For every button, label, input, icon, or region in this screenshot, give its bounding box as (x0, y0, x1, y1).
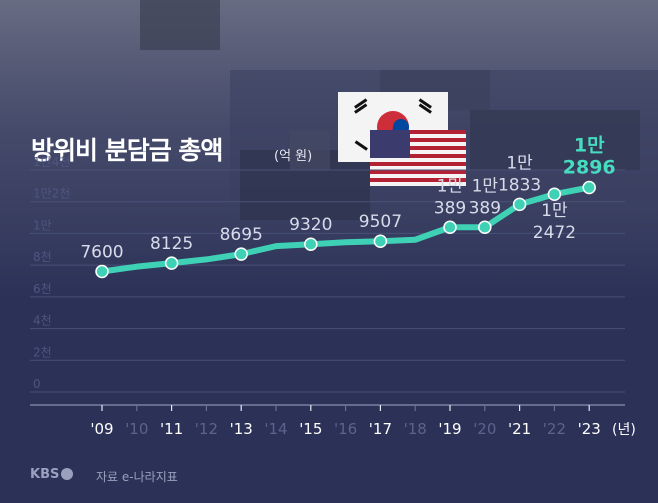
x-tick-label: '16 (334, 420, 357, 438)
x-tick-label: '19 (438, 420, 461, 438)
x-tick-label: '09 (90, 420, 113, 438)
data-label: 7600 (80, 242, 123, 262)
kbs-logo: KBS (30, 467, 74, 482)
data-point (234, 247, 248, 261)
x-tick-label: '18 (404, 420, 427, 438)
data-point (582, 180, 596, 195)
x-tick-label: '12 (195, 420, 218, 438)
data-label: 9320 (289, 215, 332, 235)
data-point (95, 264, 109, 279)
data-label: 1만 (437, 176, 464, 196)
series-line (99, 184, 593, 275)
data-point (478, 220, 492, 235)
data-point (512, 197, 527, 212)
data-point (164, 256, 179, 270)
data-label: 8125 (150, 234, 193, 254)
x-tick-label: '22 (543, 420, 566, 438)
kbs-logo-text: KBS (30, 467, 60, 482)
x-tick-label: '10 (125, 420, 148, 438)
y-tick-label: 1만2천 (33, 186, 70, 201)
data-label: 9507 (359, 212, 402, 232)
kbs-logo-dot (61, 468, 74, 480)
data-point (373, 234, 388, 248)
data-point (443, 220, 457, 235)
y-tick-label: 0 (33, 377, 41, 391)
y-tick-label: 4천 (33, 313, 52, 328)
x-tick-label: '17 (369, 420, 392, 438)
chart-unit: (억 원) (274, 149, 313, 164)
x-tick-label: '23 (578, 420, 601, 438)
y-tick-label: 6천 (33, 281, 52, 296)
source-note: 자료 e-나라지표 (96, 470, 178, 484)
data-point (304, 237, 318, 251)
data-point (547, 187, 562, 201)
data-label: 1만 (506, 153, 533, 173)
data-label: 2896 (563, 157, 616, 179)
data-label: 2472 (533, 223, 576, 243)
x-tick-label: '14 (264, 420, 287, 438)
x-axis-unit: (년) (612, 422, 636, 438)
x-tick-label: '13 (230, 420, 253, 438)
data-label: 1만 (472, 176, 499, 196)
us-flag-icon (370, 130, 466, 186)
y-tick-label: 2천 (33, 344, 52, 359)
data-label: 389 (434, 198, 466, 218)
data-label: 1만 (574, 135, 605, 157)
data-label: 389 (469, 198, 501, 218)
y-tick-label: 1만4천 (33, 154, 70, 169)
data-label: 8695 (220, 225, 263, 245)
x-tick-label: '20 (473, 420, 496, 438)
y-tick-label: 1만 (33, 218, 52, 232)
chart-title: 방위비 분담금 총액 (31, 136, 223, 165)
x-tick-label: '11 (160, 420, 183, 438)
x-tick-label: '15 (299, 420, 322, 438)
y-tick-label: 8천 (33, 249, 52, 264)
data-label: 1833 (498, 175, 541, 195)
data-label: 1만 (541, 201, 568, 221)
x-tick-label: '21 (508, 420, 531, 438)
